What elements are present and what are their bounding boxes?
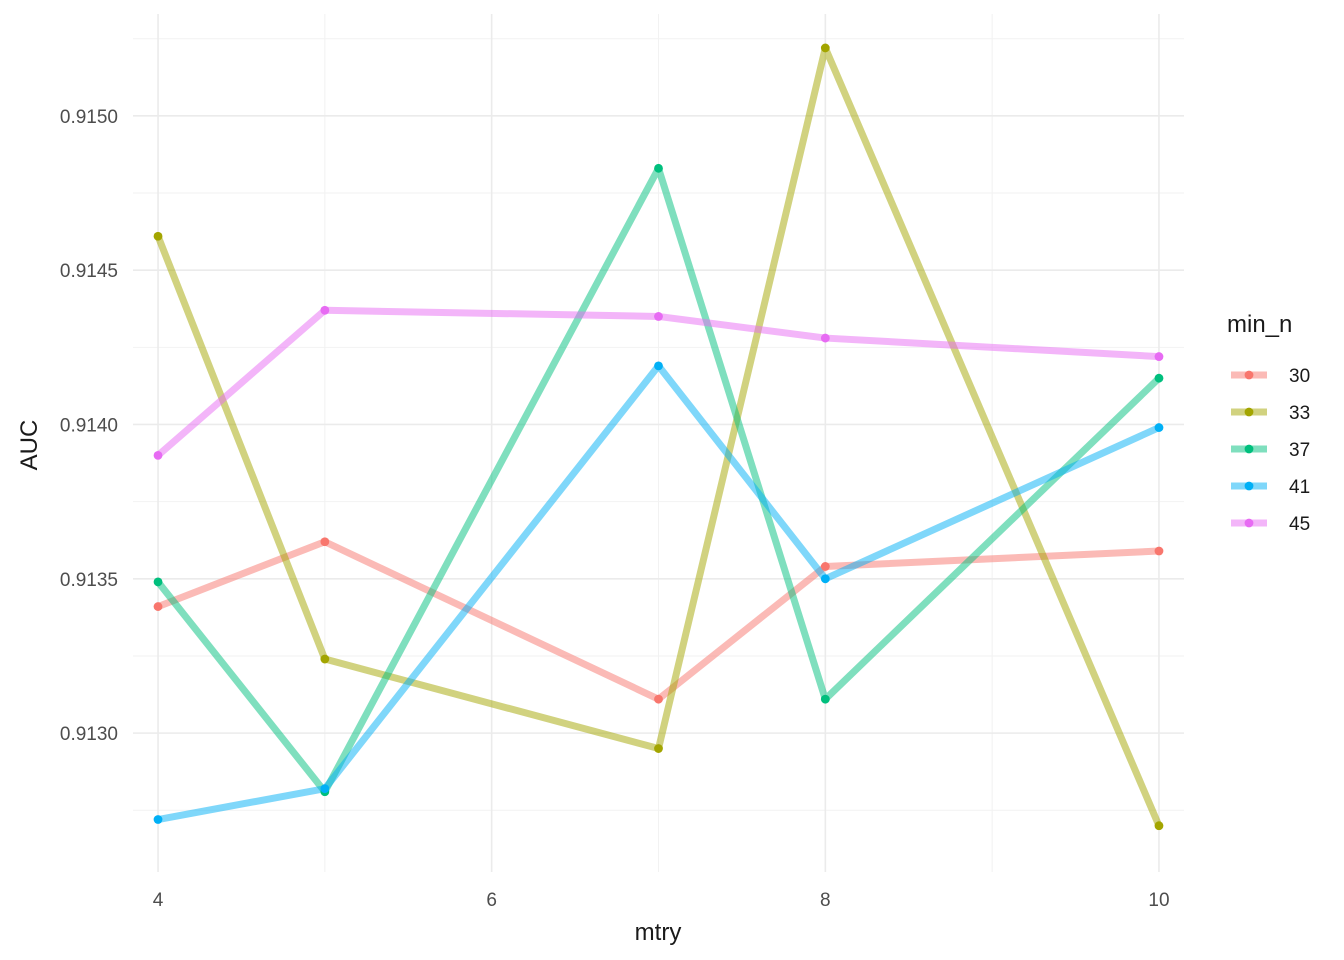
x-tick-label: 8 bbox=[820, 890, 831, 911]
data-point-33 bbox=[654, 744, 663, 753]
x-axis-tick-labels: 4 6 8 10 bbox=[153, 890, 1170, 911]
legend-point-swatch bbox=[1244, 518, 1254, 528]
legend-title: min_n bbox=[1227, 311, 1292, 338]
legend-point-swatch bbox=[1244, 407, 1254, 417]
data-point-45 bbox=[654, 312, 663, 321]
data-point-30 bbox=[320, 537, 330, 547]
major-gridlines bbox=[133, 14, 1184, 872]
y-axis-title: AUC bbox=[16, 420, 43, 471]
data-point-33 bbox=[820, 43, 830, 53]
legend-point-swatch bbox=[1244, 481, 1254, 491]
legend-key-30: 30 bbox=[1231, 366, 1310, 387]
y-tick-label: 0.9145 bbox=[60, 261, 118, 282]
data-point-33 bbox=[1154, 821, 1164, 831]
data-point-33 bbox=[320, 654, 330, 664]
data-point-45 bbox=[153, 450, 163, 460]
data-point-30 bbox=[153, 602, 163, 611]
data-point-41 bbox=[1154, 423, 1164, 432]
y-tick-label: 0.9150 bbox=[60, 107, 118, 128]
y-tick-label: 0.9130 bbox=[60, 724, 118, 745]
legend-key-33: 33 bbox=[1231, 403, 1310, 424]
minor-gridlines bbox=[133, 14, 1184, 872]
data-point-45 bbox=[1154, 352, 1164, 361]
data-point-41 bbox=[320, 784, 330, 794]
x-tick-label: 6 bbox=[486, 890, 497, 911]
x-axis-title: mtry bbox=[635, 919, 682, 946]
legend-label: 30 bbox=[1289, 366, 1310, 387]
data-point-30 bbox=[654, 694, 663, 704]
y-axis-tick-labels: 0.9130 0.9135 0.9140 0.9145 0.9150 bbox=[60, 107, 118, 745]
data-point-37 bbox=[1154, 373, 1164, 383]
legend-label: 37 bbox=[1289, 440, 1310, 461]
data-point-45 bbox=[320, 305, 330, 315]
data-point-41 bbox=[820, 574, 830, 584]
legend-label: 33 bbox=[1289, 403, 1310, 424]
legend-label: 45 bbox=[1289, 514, 1310, 535]
data-point-45 bbox=[820, 333, 830, 343]
series-points bbox=[153, 43, 1164, 831]
y-tick-label: 0.9135 bbox=[60, 570, 118, 591]
data-point-30 bbox=[1154, 546, 1164, 556]
legend-point-swatch bbox=[1244, 444, 1254, 454]
legend-key-41: 41 bbox=[1231, 477, 1310, 498]
legend-key-45: 45 bbox=[1231, 514, 1310, 535]
x-tick-label: 10 bbox=[1148, 890, 1169, 911]
legend-key-37: 37 bbox=[1231, 440, 1310, 461]
data-point-33 bbox=[153, 231, 163, 241]
data-point-37 bbox=[820, 694, 830, 704]
x-tick-label: 4 bbox=[153, 890, 164, 911]
data-point-37 bbox=[654, 163, 663, 173]
legend: min_n 30 33 37 41 45 bbox=[1227, 311, 1310, 535]
legend-point-swatch bbox=[1244, 370, 1254, 380]
data-point-37 bbox=[153, 577, 163, 587]
data-point-41 bbox=[153, 815, 163, 824]
data-point-41 bbox=[654, 361, 663, 371]
legend-label: 41 bbox=[1289, 477, 1310, 498]
data-point-30 bbox=[820, 562, 830, 571]
y-tick-label: 0.9140 bbox=[60, 415, 118, 436]
